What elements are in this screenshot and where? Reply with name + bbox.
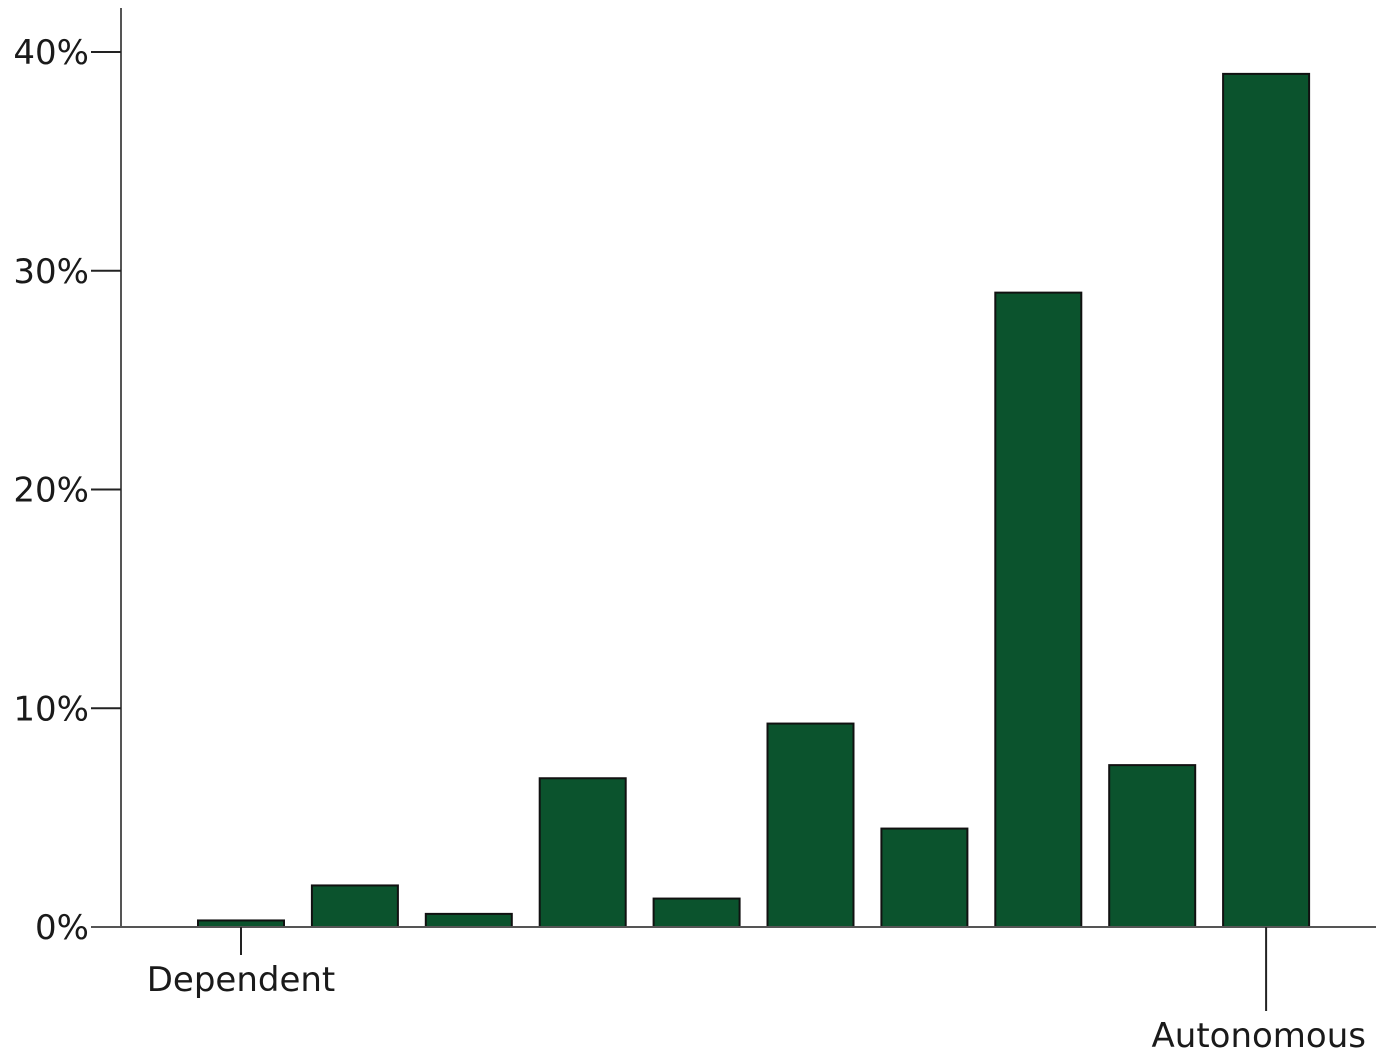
- x-axis: Dependent Autonomous: [91, 926, 1376, 1056]
- x-category-label: Dependent: [147, 960, 336, 1000]
- bar: [880, 827, 969, 928]
- y-axis: 0% 10% 20% 30% 40%: [13, 8, 122, 948]
- y-tick-label: 30%: [13, 252, 89, 292]
- bars-group: [197, 72, 1311, 928]
- y-tick-label: 0%: [35, 908, 89, 948]
- bar: [994, 291, 1083, 928]
- x-category-label: Autonomous: [1152, 1016, 1366, 1056]
- bar: [1108, 764, 1197, 928]
- bar: [424, 912, 513, 928]
- bar: [538, 777, 627, 928]
- y-tick-label: 10%: [13, 689, 89, 729]
- y-tick-label: 20%: [13, 471, 89, 511]
- bar: [310, 884, 399, 928]
- y-tick-label: 40%: [13, 33, 89, 73]
- bar: [1222, 72, 1311, 928]
- bar: [766, 722, 855, 928]
- bar: [652, 897, 741, 928]
